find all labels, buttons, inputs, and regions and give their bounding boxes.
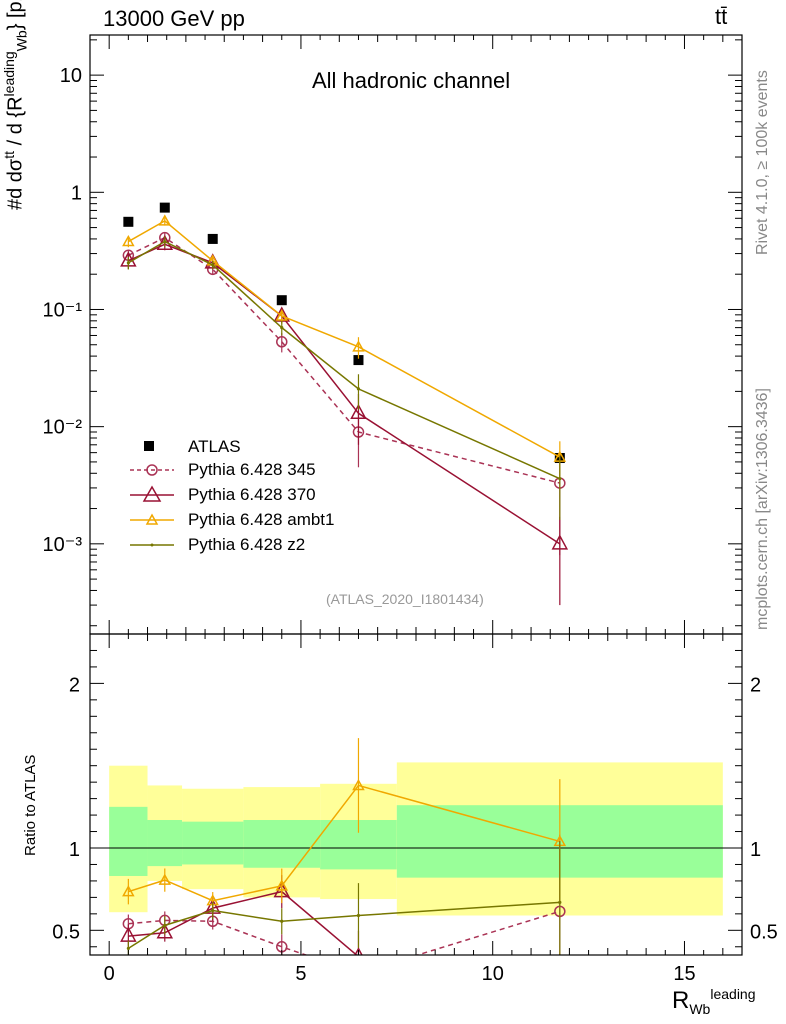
x-tick-label: 5 [295, 963, 306, 985]
process-label: tt̄ [715, 4, 728, 29]
legend-entry-pythia-370: Pythia 6.428 370 [130, 484, 370, 508]
main-y-tick-label: 10⁻³ [43, 534, 83, 556]
series-line-p345 [128, 236, 561, 484]
marker-pythia-z2 [558, 477, 562, 481]
x-tick-label: 0 [104, 963, 115, 985]
marker-pythia-370 [156, 923, 174, 939]
ratio-line-p345 [128, 910, 561, 955]
main-y-tick-label: 10⁻¹ [43, 299, 83, 321]
main-y-tick-label: 1 [71, 182, 82, 204]
atlas-data-point [207, 233, 218, 244]
ratio-band-inner [109, 806, 148, 876]
x-axis-label: RWbleading [672, 986, 756, 1017]
legend-marker-pythia-z2 [130, 543, 174, 547]
legend-entry-pythia-ambt1: Pythia 6.428 ambt1 [130, 509, 370, 533]
marker-pythia-ambt1 [122, 234, 135, 247]
atlas-data-point [159, 202, 170, 213]
ratio-band-inner [147, 820, 183, 867]
ratio-line-p370 [128, 890, 358, 955]
ratio-panel-series [120, 738, 567, 986]
legend-marker-pythia-345 [130, 464, 174, 476]
marker-pythia-z2 [126, 261, 130, 265]
marker-pythia-z2 [558, 900, 562, 904]
collision-energy-label: 13000 GeV pp [103, 6, 245, 31]
analysis-reference: (ATLAS_2020_I1801434) [326, 591, 484, 607]
legend-entry-pythia-345: Pythia 6.428 345 [130, 459, 370, 483]
legend-entry-pythia-z2: Pythia 6.428 z2 [130, 534, 370, 558]
marker-pythia-ambt1 [158, 214, 172, 226]
ratio-line-z2 [127, 901, 560, 950]
marker-pythia-ambt1 [122, 885, 135, 897]
atlas-data-point [276, 295, 287, 306]
ratio-y-axis-label: Ratio to ATLAS [22, 754, 39, 856]
rivet-version-label: Rivet 4.1.0, ≥ 100k events [754, 70, 771, 255]
legend-marker-pythia-370 [130, 485, 174, 502]
marker-pythia-ambt1 [275, 879, 289, 891]
main-y-tick-label: 10⁻² [43, 417, 83, 439]
marker-pythia-ambt1 [352, 340, 365, 352]
legend-entry-atlas: ATLAS [130, 436, 370, 460]
marker-pythia-370 [350, 403, 367, 420]
main-y-axis-label: #d dσtt / d {RleadingWb} [pb] [1, 0, 30, 210]
ratio-y-tick-label-right: 0.5 [750, 921, 778, 943]
marker-pythia-370 [551, 534, 569, 550]
marker-pythia-ambt1 [158, 873, 172, 885]
ratio-band-inner [243, 820, 321, 868]
marker-pythia-z2 [211, 908, 215, 913]
marker-pythia-z2 [126, 946, 130, 951]
atlas-data-point [123, 216, 134, 227]
x-tick-label: 15 [673, 963, 695, 985]
x-tick-label: 10 [482, 963, 504, 985]
marker-pythia-345 [353, 968, 363, 978]
mcplots-url-label: mcplots.cern.ch [arXiv:1306.3436] [754, 388, 771, 630]
ratio-y-tick-label-left: 2 [69, 674, 80, 696]
ratio-line-ambt1 [128, 784, 561, 902]
marker-pythia-345 [276, 336, 288, 348]
marker-pythia-z2 [280, 326, 284, 330]
atlas-data-point [353, 355, 364, 366]
main-panel-series [120, 202, 569, 606]
ratio-y-tick-label-left: 0.5 [52, 921, 80, 943]
legend-marker-pythia-ambt1 [130, 513, 174, 525]
series-line-ambt1 [127, 219, 561, 458]
marker-pythia-370 [553, 973, 567, 986]
marker-pythia-ambt1 [275, 309, 289, 321]
marker-pythia-z2 [163, 239, 167, 244]
legend-marker-atlas [144, 441, 154, 451]
ratio-y-tick-label-right: 1 [750, 839, 761, 861]
marker-pythia-z2 [356, 913, 361, 918]
marker-pythia-ambt1 [352, 778, 365, 791]
ratio-band-inner [182, 821, 244, 865]
channel-title: All hadronic channel [312, 68, 511, 93]
marker-pythia-z2 [163, 923, 167, 927]
series-line-z2 [127, 240, 561, 480]
marker-pythia-z2 [356, 387, 361, 391]
ratio-y-tick-label-right: 2 [750, 674, 761, 696]
marker-pythia-z2 [280, 919, 284, 923]
main-y-tick-label: 10 [60, 65, 82, 87]
marker-pythia-z2 [211, 263, 215, 267]
ratio-y-tick-label-left: 1 [69, 839, 80, 861]
